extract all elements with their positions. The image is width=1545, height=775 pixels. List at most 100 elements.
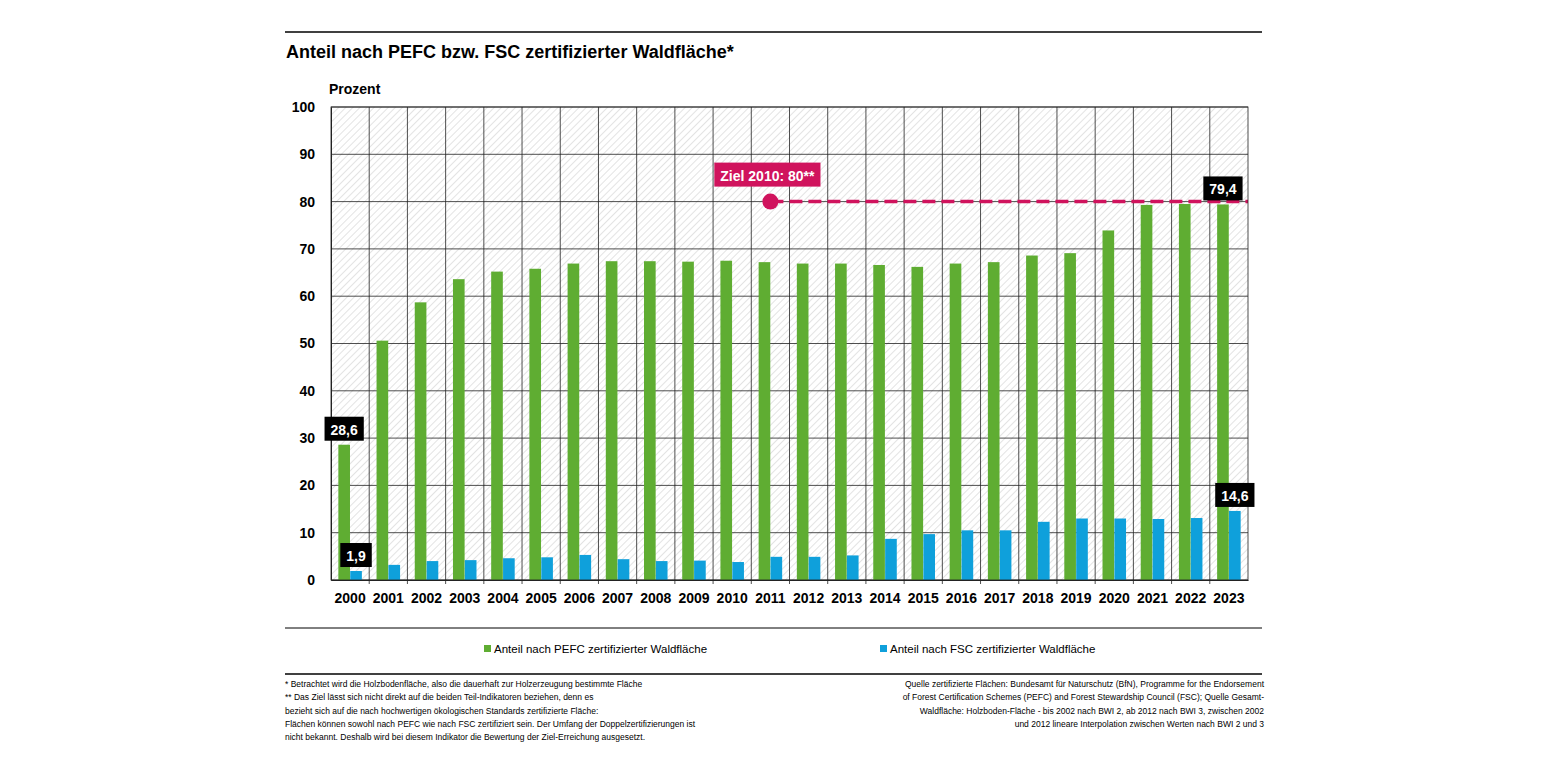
bar bbox=[377, 341, 389, 580]
rule bbox=[285, 628, 1262, 629]
x-axis: 2000200120022003200420052006200720082009… bbox=[332, 580, 1249, 606]
label-box bbox=[325, 417, 364, 441]
chart: Anteil nach PEFC bzw. FSC zertifizierter… bbox=[0, 0, 1545, 775]
bar bbox=[847, 555, 859, 580]
tick: 2021 bbox=[1137, 580, 1168, 606]
tick: 2016 bbox=[946, 580, 977, 606]
footnote: * Betrachtet wird die Holzbodenfläche, a… bbox=[285, 679, 642, 689]
separator bbox=[636, 107, 637, 584]
bar bbox=[950, 264, 962, 580]
tick: 2000 bbox=[335, 580, 366, 606]
plot-area bbox=[338, 194, 1248, 580]
bar bbox=[911, 267, 923, 580]
target-line bbox=[770, 200, 1248, 204]
tick: 2018 bbox=[1022, 580, 1053, 606]
tick: 60 bbox=[299, 288, 331, 304]
tick: 2011 bbox=[755, 580, 786, 606]
axis-line bbox=[332, 580, 1249, 581]
bar bbox=[453, 279, 465, 580]
grid-line bbox=[331, 201, 1248, 202]
y-axis: 0102030405060708090100 bbox=[292, 99, 332, 588]
tick: 20 bbox=[299, 477, 331, 493]
legend-swatch bbox=[880, 645, 887, 652]
tick: 50 bbox=[299, 335, 331, 351]
tick: 2001 bbox=[373, 580, 404, 606]
separator bbox=[674, 107, 675, 584]
title: Anteil nach PEFC bzw. FSC zertifizierter… bbox=[286, 42, 734, 62]
tick: 2005 bbox=[526, 580, 557, 606]
separator bbox=[713, 107, 714, 584]
tick: 2022 bbox=[1175, 580, 1206, 606]
rule bbox=[285, 31, 1262, 33]
footnote: ** Das Ziel lässt sich nicht direkt auf … bbox=[285, 692, 593, 702]
separator bbox=[942, 107, 943, 584]
bar bbox=[923, 534, 935, 580]
tick: 10 bbox=[299, 525, 331, 541]
tick: 2008 bbox=[640, 580, 671, 606]
separator bbox=[407, 107, 408, 584]
bar bbox=[1114, 519, 1126, 580]
tick-label: 2007 bbox=[602, 590, 633, 606]
bar bbox=[835, 264, 847, 580]
separator bbox=[560, 107, 561, 584]
legend-label: Anteil nach FSC zertifizierter Waldfläch… bbox=[890, 643, 1095, 655]
source: Quelle zertifizierte Flächen: Bundesamt … bbox=[905, 679, 1265, 689]
label-text: 14,6 bbox=[1221, 488, 1248, 504]
plot-frame bbox=[331, 107, 1248, 580]
tick-label: 2020 bbox=[1099, 590, 1130, 606]
tick-label: 2019 bbox=[1060, 590, 1091, 606]
tick-label: 2001 bbox=[373, 590, 404, 606]
tick-label: 2002 bbox=[411, 590, 442, 606]
source: Waldfläche: Holzboden-Fläche - bis 2002 … bbox=[920, 706, 1264, 716]
tick-label: 100 bbox=[292, 99, 316, 115]
tick-label: 2013 bbox=[831, 590, 862, 606]
tick-label: 2016 bbox=[946, 590, 977, 606]
label-text: 79,4 bbox=[1209, 181, 1236, 197]
data-label: 1,9 bbox=[340, 543, 371, 567]
tick-label: 0 bbox=[307, 572, 315, 588]
bar bbox=[415, 302, 427, 580]
separator bbox=[904, 107, 905, 584]
bar bbox=[771, 557, 783, 580]
bar bbox=[759, 262, 771, 580]
label-text: 28,6 bbox=[331, 422, 358, 438]
separator bbox=[369, 107, 370, 584]
bar bbox=[656, 561, 668, 580]
separator bbox=[827, 107, 828, 584]
tick-label: 2012 bbox=[793, 590, 824, 606]
tick: 80 bbox=[299, 194, 331, 210]
tick: 2012 bbox=[793, 580, 824, 606]
label-box bbox=[714, 163, 820, 187]
tick: 2009 bbox=[678, 580, 709, 606]
separator bbox=[1056, 107, 1057, 584]
tick: 2006 bbox=[564, 580, 595, 606]
series bbox=[338, 204, 1228, 580]
footnote: Flächen können sowohl nach PEFC wie nach… bbox=[285, 719, 696, 729]
bar bbox=[529, 269, 541, 580]
bar bbox=[797, 264, 809, 580]
separator bbox=[445, 107, 446, 584]
rule bbox=[285, 673, 1262, 675]
label-box bbox=[1203, 176, 1242, 200]
y-axis-title: Prozent bbox=[329, 81, 381, 97]
separator bbox=[1095, 107, 1096, 584]
label-text: 1,9 bbox=[346, 548, 366, 564]
bar bbox=[1153, 519, 1165, 580]
data-label: 28,6 bbox=[325, 417, 364, 441]
tick-label: 2023 bbox=[1213, 590, 1244, 606]
bar bbox=[682, 262, 694, 580]
tick: 2014 bbox=[869, 580, 900, 606]
tick: 2004 bbox=[487, 580, 518, 606]
target-label: Ziel 2010: 80** bbox=[714, 163, 820, 187]
tick-label: 20 bbox=[299, 477, 315, 493]
bar bbox=[1000, 530, 1012, 580]
bar bbox=[962, 530, 974, 580]
bar bbox=[644, 261, 656, 580]
bar bbox=[579, 555, 591, 580]
tick: 2007 bbox=[602, 580, 633, 606]
bar bbox=[1229, 511, 1241, 580]
tick: 70 bbox=[299, 241, 331, 257]
separator bbox=[980, 107, 981, 584]
target-marker bbox=[762, 194, 778, 210]
bar bbox=[350, 571, 362, 580]
